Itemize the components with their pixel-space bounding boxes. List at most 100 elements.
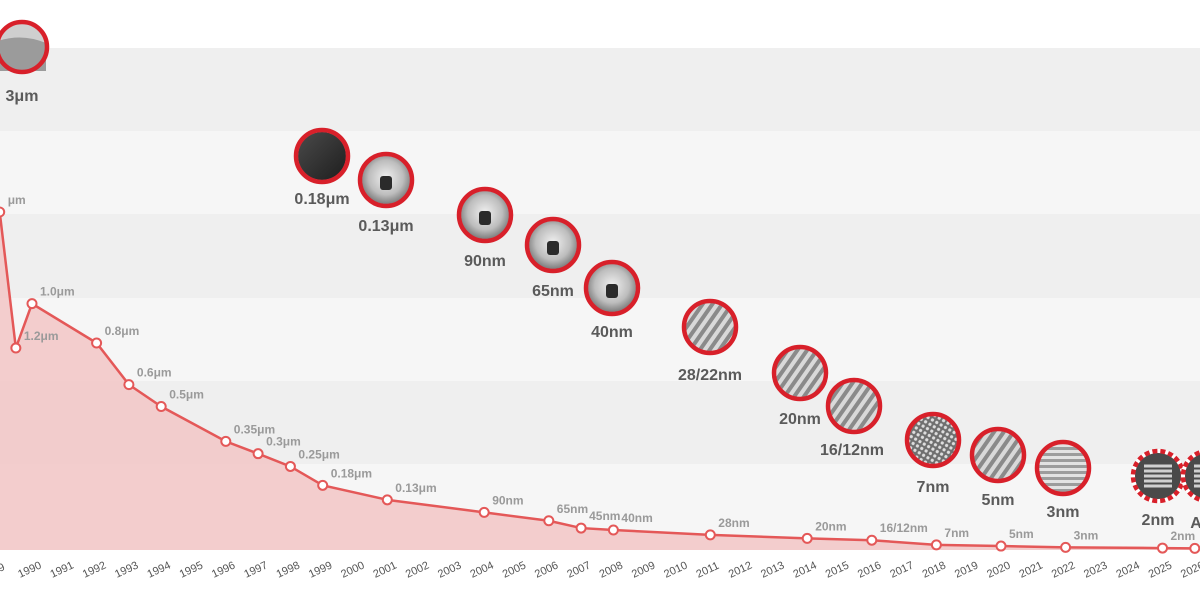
node-badge: 90nm: [456, 186, 514, 270]
x-tick-label: 1994: [145, 559, 172, 580]
node-label: 7nm: [917, 479, 950, 496]
node-label: 2nm: [1142, 512, 1175, 529]
data-label: μm: [8, 193, 26, 207]
x-tick-label: 2003: [436, 559, 463, 580]
data-label: 0.3μm: [266, 435, 301, 449]
node-image: [909, 416, 957, 464]
data-point: [252, 448, 264, 460]
node-badge: A: [1180, 449, 1200, 532]
node-image-detail: [1194, 469, 1200, 473]
data-label: 0.18μm: [331, 466, 372, 480]
data-point: [607, 524, 619, 536]
node-image: [1039, 444, 1087, 492]
x-tick-label: 1999: [307, 559, 334, 580]
node-image-detail: [547, 241, 559, 255]
node-ring: [904, 411, 962, 469]
x-tick-label: 1991: [48, 559, 75, 580]
x-tick-label: 2011: [694, 560, 721, 581]
data-point: [866, 534, 878, 546]
node-ring: [1034, 439, 1092, 497]
node-image: [686, 303, 734, 351]
points-layer: μm1.2μm1.0μm0.8μm0.6μm0.5μm0.35μm0.3μm0.…: [0, 193, 1200, 554]
x-tick-label: 2014: [791, 559, 818, 580]
node-label: 3μm: [6, 88, 39, 105]
data-label: 0.8μm: [105, 324, 140, 338]
node-ring: [969, 426, 1027, 484]
node-label: 28/22nm: [678, 367, 742, 384]
data-label: 90nm: [492, 493, 523, 507]
data-point: [91, 337, 103, 349]
node-image: [974, 431, 1022, 479]
x-tick-label: 1997: [242, 559, 269, 580]
data-label: 5nm: [1009, 527, 1034, 541]
data-point: [478, 506, 490, 518]
data-label: 0.25μm: [298, 447, 339, 461]
x-tick-label: 2015: [824, 559, 851, 580]
node-ring: [456, 186, 514, 244]
node-ring: [771, 344, 829, 402]
data-point: [381, 494, 393, 506]
grid-band: [0, 131, 1200, 214]
data-point: [1157, 542, 1168, 554]
x-tick-label: 2010: [662, 559, 689, 580]
data-label: 40nm: [621, 511, 652, 525]
data-point: [220, 435, 232, 447]
data-point: [10, 342, 22, 354]
node-image-detail: [1194, 479, 1200, 483]
node-label: 0.13μm: [358, 218, 413, 235]
data-point: [995, 540, 1007, 552]
node-badge: 28/22nm: [678, 298, 742, 384]
x-tick-label: 2005: [501, 559, 528, 580]
node-badge: 3nm: [1034, 439, 1092, 521]
node-image-detail: [1194, 464, 1200, 468]
x-tick-label: 2018: [921, 559, 948, 580]
x-tick-label: 2001: [371, 559, 398, 580]
data-point: [575, 522, 587, 534]
node-ring: [524, 216, 582, 274]
node-ring: [357, 151, 415, 209]
data-label: 0.13μm: [395, 481, 436, 495]
x-tick-label: 2021: [1017, 559, 1044, 580]
series-line: [0, 211, 1200, 550]
node-image-detail: [1194, 484, 1200, 488]
node-ring: [293, 127, 351, 185]
x-tick-label: 1996: [210, 559, 237, 580]
grid-band: [0, 48, 1200, 131]
node-ring: [825, 377, 883, 435]
node-label: 90nm: [464, 253, 506, 270]
node-image: [830, 382, 878, 430]
data-point: [1060, 541, 1072, 553]
node-badge: 5nm: [969, 426, 1027, 509]
node-image-detail: [0, 37, 46, 71]
x-tick-label: 2009: [630, 559, 657, 580]
data-label: 3nm: [1074, 528, 1099, 542]
data-label: 0.6μm: [137, 366, 172, 380]
x-tick-label: 1993: [113, 559, 140, 580]
data-point: [1189, 542, 1200, 554]
data-label: 2nm: [1171, 529, 1196, 543]
data-point: [930, 539, 942, 551]
x-tick-label: 2007: [565, 559, 592, 580]
x-tick-label: 2020: [985, 559, 1012, 580]
node-label: 3nm: [1047, 504, 1080, 521]
node-badge: 16/12nm: [820, 377, 884, 459]
x-tick-label: 2017: [888, 559, 915, 580]
node-label: 16/12nm: [820, 442, 884, 459]
node-images-layer: 3μm 0.18μm 0.13μm 90nm 65nm 40nm 28/22nm 20nm 16…: [0, 19, 1200, 532]
data-point: [543, 515, 555, 527]
x-tick-label: 2023: [1082, 559, 1109, 580]
data-label: 0.5μm: [169, 388, 204, 402]
x-tick-label: 1995: [178, 559, 205, 580]
node-image-detail: [380, 176, 392, 190]
data-label: 7nm: [944, 526, 969, 540]
x-tick-label: 2026: [1179, 559, 1200, 580]
x-tick-label: 2025: [1147, 559, 1174, 580]
x-tick-label: 1990: [16, 559, 43, 580]
x-tick-label: 2024: [1114, 559, 1141, 580]
area-layer: [0, 211, 1200, 550]
data-point: [0, 206, 6, 218]
node-ring: [0, 19, 50, 75]
node-image: [298, 132, 346, 180]
